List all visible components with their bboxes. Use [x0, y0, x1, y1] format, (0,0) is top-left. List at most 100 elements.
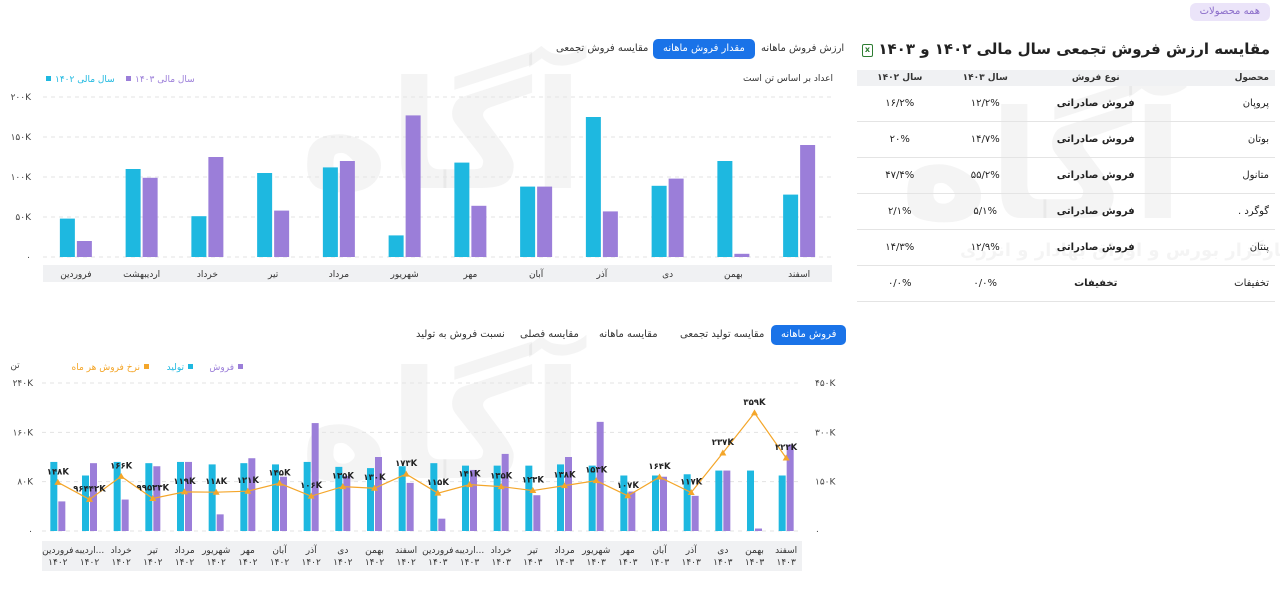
bar-1402 — [520, 186, 536, 257]
rate-data-label: ۱۳۸K — [553, 471, 576, 481]
all-products-button[interactable]: همه محصولات — [1189, 3, 1270, 21]
bar-1402 — [322, 167, 338, 257]
bar-1403 — [734, 253, 750, 257]
rate-data-label: ۹۶۴۴۲K — [73, 484, 106, 494]
bar-production — [113, 461, 121, 531]
bar-1403 — [405, 115, 421, 258]
cell-sale-type: فروش صادراتی — [1027, 86, 1164, 122]
bar-production — [778, 475, 786, 531]
bar-production — [430, 463, 438, 531]
bar-1402 — [651, 185, 667, 257]
rate-data-label: ۱۰۷K — [617, 481, 640, 491]
tab-monthly-sales-volume[interactable]: مقدار فروش ماهانه — [653, 39, 755, 59]
legend-swatch-rate — [144, 364, 149, 369]
bar-1402 — [454, 162, 470, 257]
bar-sales — [596, 421, 604, 531]
header-product[interactable]: محصول — [1163, 70, 1275, 86]
x-tick-label-month: مرداد — [174, 546, 194, 556]
x-tick-label-year: ۱۴۰۲ — [80, 558, 100, 568]
bar-sales — [660, 476, 667, 531]
x-tick-label-month: خرداد — [491, 546, 512, 556]
rate-point — [149, 494, 157, 501]
bar-1403 — [208, 157, 224, 257]
bar-production — [335, 466, 343, 531]
x-tick-label-month: بهمن — [745, 546, 764, 556]
sales-share-table: محصول نوع فروش سال ۱۴۰۳ سال ۱۴۰۲ پروپان … — [857, 70, 1275, 302]
tab-cumulative-production[interactable]: مقایسه تولید تجمعی — [680, 329, 765, 340]
rate-data-label: ۱۵۳K — [585, 466, 608, 476]
rate-data-label: ۳۵۹K — [743, 398, 766, 408]
bar-production — [240, 463, 248, 531]
table-row: تخفیفات تخفیفات ۰/۰% ۰/۰% — [857, 265, 1275, 302]
tab-monthly-sales-value[interactable]: ارزش فروش ماهانه — [761, 43, 845, 54]
rate-data-label: ۲۳۷K — [712, 438, 735, 448]
cell-product: بوتان — [1163, 121, 1275, 158]
rate-data-label: ۱۴۵K — [268, 468, 291, 478]
x-tick-label-month: آذر — [305, 544, 317, 556]
excel-icon[interactable]: x — [862, 44, 873, 57]
y-left-tick-label: ۲۴۰K — [13, 379, 35, 389]
bar-sales — [311, 423, 319, 531]
cell-year-1403: ۱۴/۷% — [942, 121, 1028, 158]
bar-production — [177, 461, 184, 531]
rate-point — [751, 409, 758, 416]
bar-sales — [375, 457, 382, 531]
rate-data-label: ۱۴۱K — [458, 470, 481, 480]
bar-sales — [58, 501, 66, 531]
cell-year-1402: ۲۰% — [857, 121, 943, 158]
x-axis-band — [43, 265, 832, 282]
bar-sales — [533, 495, 541, 531]
x-tick-label: خرداد — [197, 270, 218, 280]
x-tick-label-year: ۱۴۰۳ — [555, 558, 575, 568]
tab-monthly-comparison[interactable]: مقایسه ماهانه — [599, 329, 658, 340]
x-tick-label-year: ۱۴۰۲ — [175, 558, 195, 568]
bar-production — [525, 465, 533, 531]
y-right-tick-label: ۱۵۰K — [815, 478, 837, 488]
x-tick-label-month: شهریور — [201, 546, 230, 556]
rate-point — [244, 487, 252, 494]
tab-monthly-sales[interactable]: فروش ماهانه — [771, 325, 847, 345]
bar-sales — [406, 482, 414, 531]
bar-1403 — [142, 177, 158, 257]
bar-sales — [786, 444, 794, 531]
table-title: مقایسه ارزش فروش تجمعی سال مالی ۱۴۰۲ و ۱… — [878, 40, 1270, 58]
bar-sales — [185, 461, 192, 531]
bar-1402 — [388, 235, 404, 257]
x-axis-band — [42, 541, 802, 571]
x-tick-label-year: ۱۴۰۳ — [460, 558, 480, 568]
rate-point — [466, 481, 473, 488]
y-tick-label: ۵۰K — [15, 213, 32, 223]
x-tick-label-month: اردیبه... — [75, 546, 105, 556]
x-tick-label-month: مهر — [240, 546, 255, 556]
monthly-sales-volume-chart: ۰ ۵۰K ۱۰۰K ۱۵۰K ۲۰۰K اعداد بر اساس تن است سال … — [11, 74, 833, 282]
bar-1403 — [602, 211, 618, 257]
bar-sales — [755, 528, 762, 531]
header-year-1403[interactable]: سال ۱۴۰۳ — [942, 70, 1028, 86]
header-year-1402[interactable]: سال ۱۴۰۲ — [857, 70, 943, 86]
legend-label-1403: سال مالی ۱۴۰۳ — [135, 75, 195, 85]
x-tick-label-year: ۱۴۰۳ — [681, 558, 701, 568]
bar-sales — [723, 470, 731, 531]
tab-cumulative-sales[interactable]: مقایسه فروش تجمعی — [556, 43, 649, 54]
cell-product: پنتان — [1163, 229, 1275, 266]
cell-year-1403: ۵/۱% — [942, 193, 1028, 230]
rate-point — [529, 487, 537, 494]
bar-1403 — [76, 241, 92, 257]
bar-production — [557, 464, 564, 531]
x-tick-label-year: ۱۴۰۳ — [586, 558, 606, 568]
x-tick-label-month: اردیبه... — [455, 546, 485, 556]
legend-label-1402: سال مالی ۱۴۰۲ — [55, 75, 115, 85]
bar-production — [50, 461, 58, 531]
tab-sales-to-production[interactable]: نسبت فروش به تولید — [416, 329, 505, 340]
rate-data-label: ۱۳۵K — [490, 472, 513, 482]
x-tick-label-year: ۱۴۰۲ — [301, 558, 321, 568]
cell-product: پروپان — [1163, 86, 1275, 122]
cell-year-1403: ۱۲/۹% — [942, 229, 1028, 266]
header-sale-type[interactable]: نوع فروش — [1027, 70, 1164, 86]
x-tick-label-month: مرداد — [554, 546, 574, 556]
rate-point — [307, 492, 315, 499]
rate-point — [181, 488, 188, 495]
rate-point — [592, 477, 600, 484]
legend-swatch-1402 — [46, 76, 51, 81]
tab-seasonal-comparison[interactable]: مقایسه فصلی — [520, 329, 579, 340]
